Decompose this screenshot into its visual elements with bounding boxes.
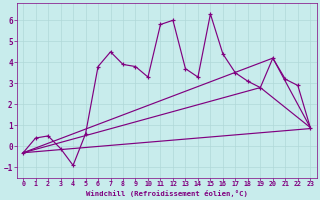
X-axis label: Windchill (Refroidissement éolien,°C): Windchill (Refroidissement éolien,°C) — [86, 190, 248, 197]
